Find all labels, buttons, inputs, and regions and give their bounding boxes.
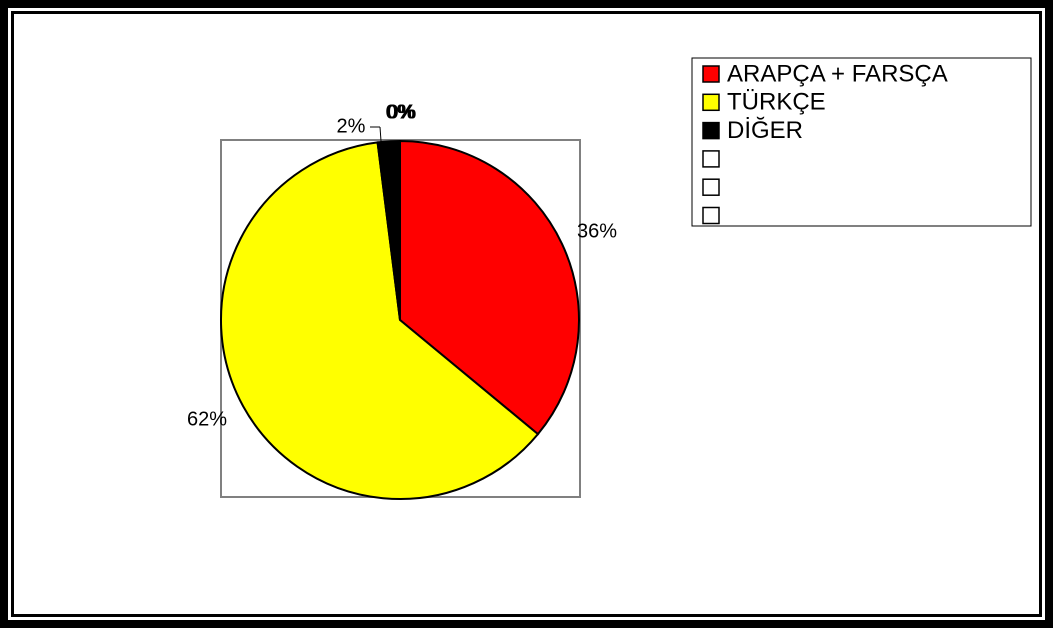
legend-swatch xyxy=(702,93,720,112)
data-label: 2% xyxy=(337,115,366,137)
data-label: 36% xyxy=(577,220,617,242)
legend-swatch xyxy=(702,178,720,196)
data-label: 0% xyxy=(388,101,417,123)
data-label: 0% xyxy=(386,101,415,123)
legend-swatch xyxy=(702,121,720,140)
legend xyxy=(691,57,1032,227)
leader-line xyxy=(379,126,382,142)
legend-label: DİĞER xyxy=(727,117,803,144)
legend-label: ARAPÇA + FARSÇA xyxy=(727,60,948,87)
pie-slice xyxy=(220,141,540,500)
legend-swatch xyxy=(702,65,720,83)
pie-slice xyxy=(399,139,580,436)
data-label: 62% xyxy=(187,408,227,430)
legend-label: TÜRKÇE xyxy=(727,89,826,116)
data-label: 0% xyxy=(387,101,416,123)
legend-swatch xyxy=(702,206,720,225)
pie xyxy=(220,139,580,500)
legend-swatch xyxy=(702,150,720,168)
